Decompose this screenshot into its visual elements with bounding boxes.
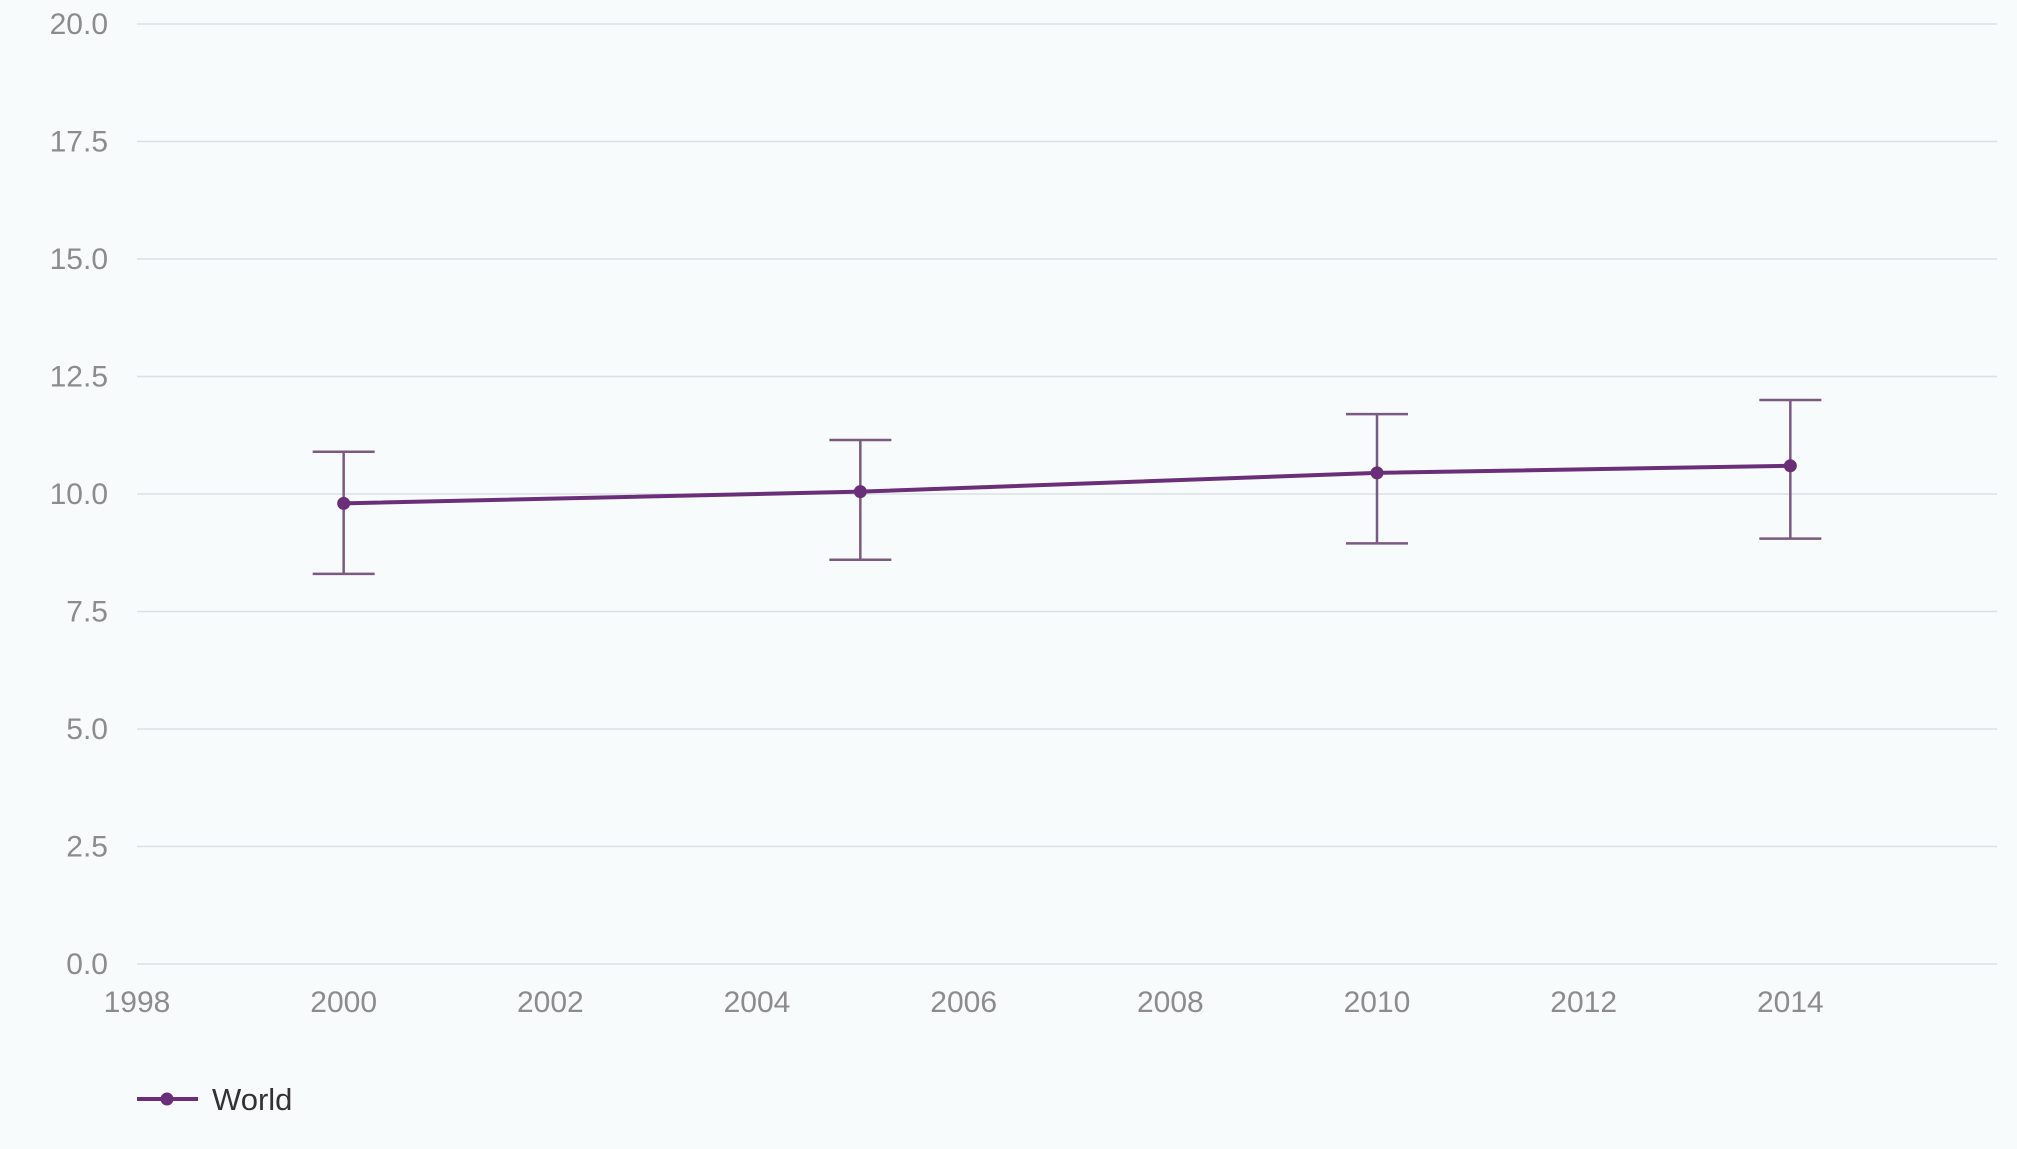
legend-swatch-marker [160,1092,174,1106]
x-tick-label: 2002 [517,986,584,1019]
x-tick-label: 2004 [724,986,791,1019]
series-line-world [341,463,1793,506]
error-bar [829,438,892,562]
data-point [337,496,351,510]
x-tick-label: 2010 [1344,986,1411,1019]
gridlines [137,23,1997,965]
data-point [853,485,867,499]
data-point [1370,466,1384,480]
series-lines [341,463,1793,506]
y-tick-label: 0.0 [66,948,108,981]
y-tick-label: 12.5 [50,361,108,394]
x-tick-label: 2012 [1550,986,1617,1019]
x-tick-label: 2006 [930,986,997,1019]
y-tick-label: 10.0 [50,478,108,511]
y-axis-tick-labels: 0.0 2.5 5.0 7.5 10.0 12.5 15.0 17.5 20.0 [50,8,108,981]
error-bars [312,398,1822,576]
legend-label-world: World [212,1082,292,1117]
series-points [337,459,1797,510]
y-tick-label: 7.5 [66,596,108,629]
data-point [1783,459,1797,473]
y-tick-label: 5.0 [66,713,108,746]
y-tick-label: 15.0 [50,243,108,276]
x-tick-label: 2008 [1137,986,1204,1019]
x-tick-label: 1998 [104,986,171,1019]
y-tick-label: 2.5 [66,831,108,864]
x-axis-tick-labels: 1998 2000 2002 2004 2006 2008 2010 2012 2014 [104,986,1824,1019]
y-tick-label: 20.0 [50,8,108,41]
y-tick-label: 17.5 [50,126,108,159]
legend[interactable]: World [137,1082,292,1117]
error-bar [312,450,375,576]
x-tick-label: 2014 [1757,986,1824,1019]
x-tick-label: 2000 [310,986,377,1019]
